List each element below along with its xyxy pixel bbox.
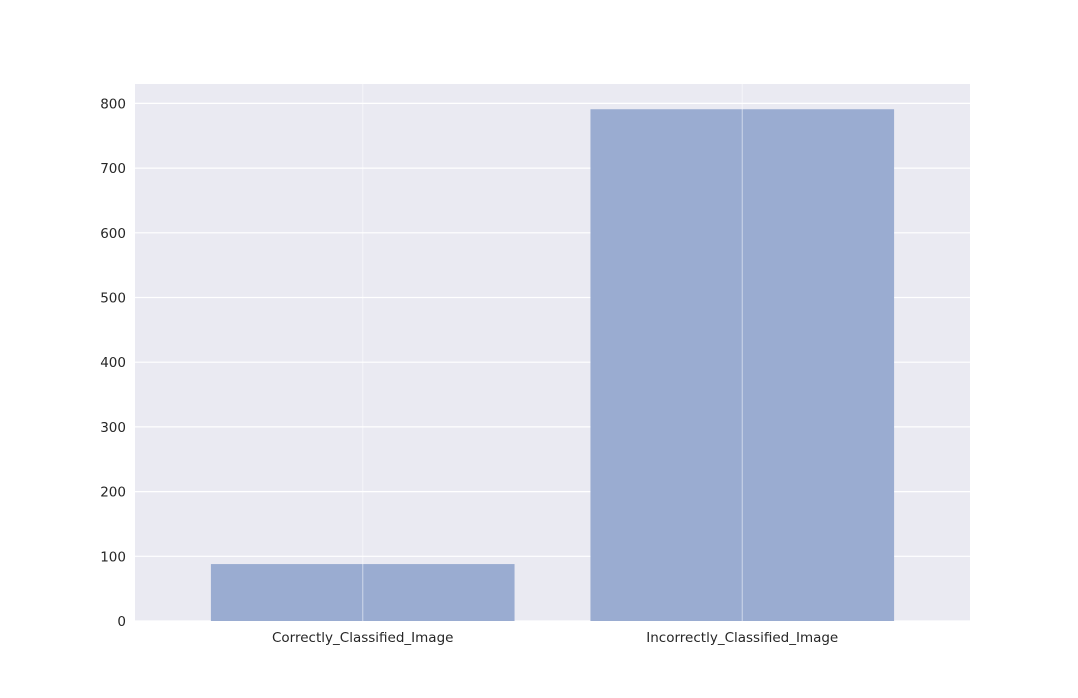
y-tick-label: 0: [117, 614, 126, 630]
y-tick-label: 300: [100, 420, 126, 436]
y-tick-label: 600: [100, 226, 126, 242]
bars: [210, 109, 895, 621]
x-tick-label: Correctly_Classified_Image: [272, 630, 453, 646]
y-tick-label: 800: [100, 96, 126, 112]
y-tick-label: 100: [100, 549, 126, 565]
bar: [210, 564, 515, 621]
bar: [590, 109, 895, 621]
y-tick-label: 200: [100, 485, 126, 501]
x-tick-label: Incorrectly_Classified_Image: [646, 630, 838, 646]
y-tick-label: 700: [100, 161, 126, 177]
x-axis-ticks: Correctly_Classified_Image Incorrectly_Cl…: [272, 630, 838, 646]
y-tick-label: 500: [100, 291, 126, 307]
y-tick-label: 400: [100, 355, 126, 371]
vertical-gridlines: [362, 84, 743, 621]
y-axis-ticks: 0 100 200 300 400 500 600 700 800: [100, 96, 126, 630]
